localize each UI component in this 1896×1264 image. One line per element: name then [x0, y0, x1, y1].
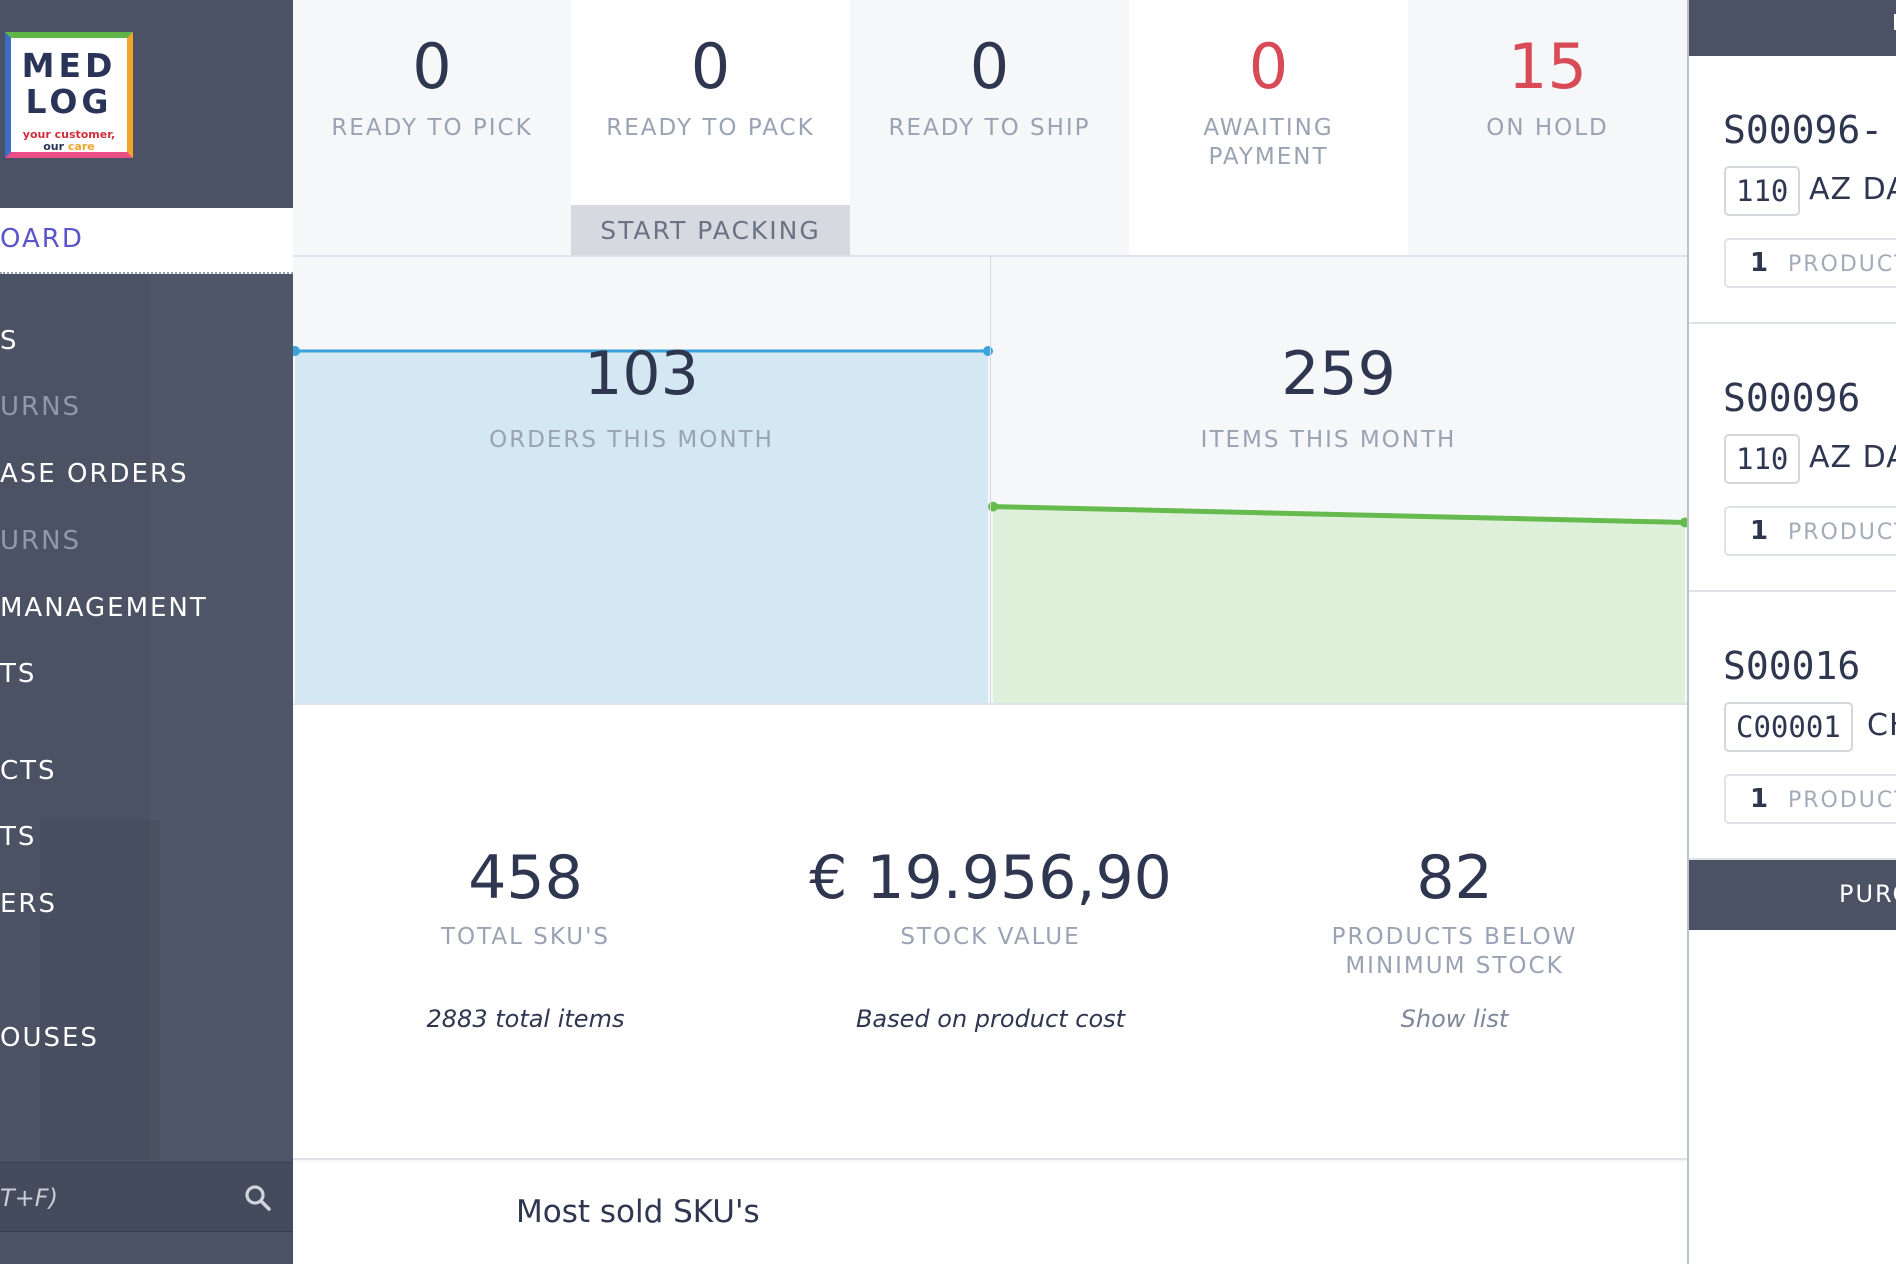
kpi-note: 2883 total items [426, 1005, 625, 1033]
stat-label: AWAITING PAYMENT [1203, 115, 1334, 170]
order-products-label: PRODUCT [1788, 788, 1896, 813]
orders-point-start [293, 346, 300, 356]
panel-header [1689, 0, 1896, 56]
month-divider [990, 257, 991, 703]
items-point-end [1680, 517, 1687, 528]
kpi-note: Based on product cost [855, 1005, 1126, 1033]
sidebar-item-suppliers[interactable]: ERS [0, 889, 57, 919]
order-client-code: 110 [1724, 434, 1801, 484]
sidebar: MED LOG your customer, our care OARD S U… [0, 0, 293, 1264]
order-products-count: 1 [1750, 516, 1769, 546]
stock-kpis: 458 TOTAL SKU'S 2883 total items € 19.95… [293, 705, 1687, 1160]
items-line [992, 504, 1686, 525]
purchase-orders-button-label: PURC [1839, 880, 1896, 908]
sidebar-background-shape [150, 260, 293, 1160]
sidebar-item-orders[interactable]: S [0, 326, 19, 356]
order-client-name: AZ DA [1809, 440, 1896, 475]
orders-area [295, 351, 988, 703]
order-products-count: 1 [1750, 248, 1769, 278]
logo-tagline-1: your customer, [22, 128, 116, 141]
order-card[interactable]: S00096- 110 AZ DA 1 PRODUCT [1689, 56, 1896, 324]
sidebar-item-warehouses[interactable]: OUSES [0, 1023, 99, 1053]
order-client-code: 110 [1724, 166, 1801, 216]
stat-ready-to-pack[interactable]: 0 READY TO PACK START PACKING [571, 0, 850, 255]
stat-label: READY TO PACK [606, 115, 815, 141]
most-sold-section: Most sold SKU's [293, 1162, 1687, 1264]
stat-ready-to-pick[interactable]: 0 READY TO PICK [293, 0, 571, 255]
start-packing-button[interactable]: START PACKING [571, 205, 850, 255]
search-icon[interactable] [244, 1184, 272, 1212]
kpi-label: TOTAL SKU'S [440, 924, 611, 950]
items-this-month-label: ITEMS THIS MONTH [1200, 427, 1457, 453]
kpi-label: STOCK VALUE [900, 924, 1081, 950]
kpi-label: PRODUCTS BELOW MINIMUM STOCK [1331, 924, 1578, 979]
orders-panel: S00096- 110 AZ DA 1 PRODUCT S00096 110 A… [1687, 0, 1896, 1264]
sidebar-item-purchase-returns[interactable]: URNS [0, 526, 82, 556]
kpi-value: 82 [1416, 843, 1493, 913]
medlog-logo[interactable]: MED LOG your customer, our care [5, 32, 133, 158]
order-products-badge: 1 PRODUCT [1724, 238, 1896, 288]
sidebar-item-management[interactable]: MANAGEMENT [0, 593, 208, 623]
search-input[interactable] [0, 1178, 230, 1218]
stat-ready-to-ship[interactable]: 0 READY TO SHIP [850, 0, 1129, 255]
panel-header-mark [1894, 14, 1896, 30]
items-this-month-value: 259 [1281, 339, 1396, 409]
sidebar-item-dashboard[interactable]: OARD [0, 208, 293, 274]
stat-label: READY TO PICK [331, 115, 533, 141]
order-id: S00096 [1723, 376, 1861, 420]
sidebar-background-shape [40, 820, 160, 1160]
order-products-count: 1 [1750, 784, 1769, 814]
stat-value: 0 [1248, 30, 1289, 103]
order-card[interactable]: S00016 C00001 CH 1 PRODUCT [1689, 592, 1896, 860]
orders-this-month-value: 103 [584, 339, 699, 409]
order-id: S00016 [1723, 644, 1861, 688]
stat-value: 0 [969, 30, 1010, 103]
logo-text-line2: LOG [25, 82, 113, 121]
order-card[interactable]: S00096 110 AZ DA 1 PRODUCT [1689, 324, 1896, 592]
stat-awaiting-payment[interactable]: 0 AWAITING PAYMENT [1129, 0, 1408, 255]
kpi-value: € 19.956,90 [809, 843, 1172, 913]
stat-label: READY TO SHIP [888, 115, 1091, 141]
order-products-label: PRODUCT [1788, 252, 1896, 277]
most-sold-title: Most sold SKU's [516, 1194, 760, 1230]
sidebar-item-returns[interactable]: URNS [0, 392, 82, 422]
order-products-label: PRODUCT [1788, 520, 1896, 545]
month-charts [293, 346, 1687, 703]
stat-on-hold[interactable]: 15 ON HOLD [1408, 0, 1687, 255]
order-client-name: AZ DA [1809, 172, 1896, 207]
order-client-name: CH [1867, 708, 1896, 743]
logo-text-line1: MED [21, 46, 117, 85]
logo-tagline-2: our care [43, 140, 95, 153]
orders-this-month-label: ORDERS THIS MONTH [489, 427, 774, 453]
stat-value: 0 [412, 30, 452, 103]
order-id: S00096- [1723, 108, 1884, 152]
sidebar-item-purchase-orders[interactable]: ASE ORDERS [0, 459, 189, 489]
sidebar-item-label: OARD [0, 224, 84, 254]
order-client-code: C00001 [1724, 702, 1853, 752]
sidebar-search [0, 1162, 293, 1232]
sidebar-item-clients[interactable]: TS [0, 822, 37, 852]
purchase-orders-button[interactable]: PURC [1689, 860, 1896, 930]
order-products-badge: 1 PRODUCT [1724, 506, 1896, 556]
kpi-value: 458 [468, 843, 583, 913]
fulfilment-stats: 0 READY TO PICK 0 READY TO PACK START PA… [293, 0, 1687, 257]
order-products-badge: 1 PRODUCT [1724, 774, 1896, 824]
stat-label: ON HOLD [1486, 115, 1609, 141]
sidebar-item-reports[interactable]: TS [0, 659, 37, 689]
stat-value: 0 [690, 30, 731, 103]
monthly-overview: 103 ORDERS THIS MONTH 259 ITEMS THIS MON… [293, 257, 1687, 705]
stat-value: 15 [1508, 30, 1587, 103]
items-area [993, 506, 1685, 703]
show-list-link[interactable]: Show list [1400, 1005, 1509, 1033]
sidebar-item-products[interactable]: CTS [0, 756, 57, 786]
